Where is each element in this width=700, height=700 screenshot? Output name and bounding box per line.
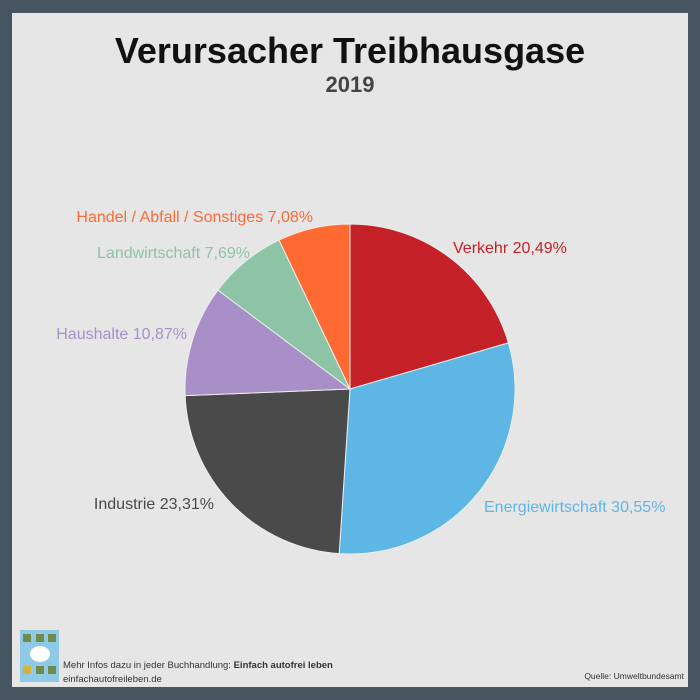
chart-subtitle: 2019	[325, 72, 375, 97]
book-title: Einfach autofrei leben	[233, 660, 333, 671]
slice-label: Industrie 23,31%	[94, 496, 214, 513]
info-prefix: Mehr Infos dazu in jeder Buchhandlung:	[63, 660, 234, 671]
pie-slice	[338, 342, 516, 555]
pie-slice	[349, 223, 510, 390]
slice-label: Landwirtschaft 7,69%	[97, 245, 250, 262]
pie-slice	[184, 388, 351, 555]
slice-label: Haushalte 10,87%	[56, 326, 187, 343]
slice-label: Verkehr 20,49%	[453, 240, 567, 257]
slice-label: Handel / Abfall / Sonstiges 7,08%	[76, 209, 313, 226]
pie-slice	[184, 289, 352, 397]
book-info-text: Mehr Infos dazu in jeder Buchhandlung: E…	[63, 660, 333, 671]
source-text: Quelle: Umweltbundesamt	[584, 671, 684, 681]
chart-title: Verursacher Treibhausgase	[114, 30, 586, 71]
book-cover-image	[20, 630, 59, 682]
website-link[interactable]: einfachautofreileben.de	[63, 674, 162, 685]
slice-label: Energiewirtschaft 30,55%	[484, 499, 665, 516]
pie-slice	[278, 223, 351, 390]
